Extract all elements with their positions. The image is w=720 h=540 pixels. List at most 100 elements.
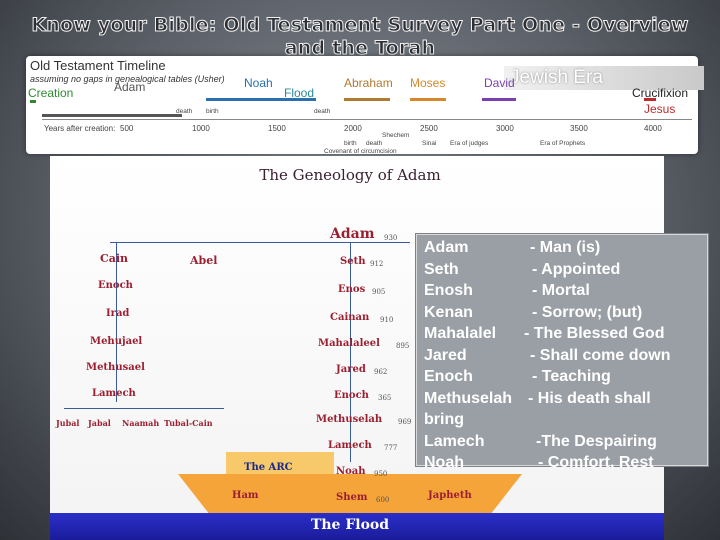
meaning-text: - Shall come down [530, 346, 671, 364]
meaning-text: - Mortal [532, 282, 590, 299]
meaning-row: Jared - Shall come down [424, 345, 670, 367]
meaning-row: Enoch - Teaching [424, 366, 611, 388]
timeline-label-moses: Moses [410, 76, 446, 90]
meaning-row: Seth - Appointed [424, 259, 620, 281]
timeline-label-abraham: Abraham [344, 76, 393, 90]
name-abel: Abel [190, 254, 218, 267]
timeline-year: 1500 [268, 124, 286, 133]
name-jabal: Jabal [88, 418, 111, 428]
meaning-text: - His death shall [528, 389, 651, 407]
lamech-children-connector [64, 408, 224, 409]
meaning-row: Noah - Comfort, Rest [424, 452, 654, 474]
age-enos: 905 [372, 288, 386, 296]
ark-label: The ARC [244, 462, 293, 473]
timeline-year: 3500 [570, 124, 588, 133]
meaning-text: - Appointed [532, 260, 621, 278]
name-mahalaleel: Mahalaleel [318, 338, 380, 349]
name-jared: Jared [336, 364, 366, 375]
meaning-name: Lamech [424, 432, 485, 450]
name-enoch-cain: Enoch [98, 280, 133, 291]
age-enoch: 365 [378, 394, 392, 402]
timeline-note: death [366, 140, 383, 147]
timeline-note: death [176, 108, 193, 115]
meaning-text: - Man (is) [530, 239, 601, 256]
ark-hull [178, 474, 522, 518]
timeline-label-jesus: Jesus [644, 102, 676, 116]
noah-lifespan-bar [206, 98, 316, 101]
name-adam: Adam [330, 226, 375, 242]
jewish-era-banner: Jewish Era [504, 66, 704, 90]
meaning-text: - Sorrow; (but) [532, 303, 643, 321]
seth-line-connector [350, 242, 351, 462]
age-mahalaleel: 895 [396, 342, 410, 350]
name-shem: Shem [336, 492, 368, 503]
jesus-lifespan-bar [644, 98, 656, 101]
timeline-label-noah: Noah [244, 76, 273, 90]
timeline-axis [42, 119, 692, 120]
timeline-year: 2000 [344, 124, 362, 133]
timeline-year: 500 [120, 124, 134, 133]
name-methuselah: Methuselah [316, 414, 383, 425]
timeline-note: birth [344, 140, 357, 147]
genealogy-title: The Geneology of Adam [259, 166, 441, 184]
meaning-name: Noah [424, 454, 464, 471]
timeline-year: 2500 [420, 124, 438, 133]
meaning-row: Methuselah - His death shall [424, 388, 651, 410]
meaning-text: - The Blessed God [524, 325, 665, 342]
meaning-row: Lamech -The Despairing [424, 431, 657, 453]
name-irad: Irad [106, 308, 130, 319]
meaning-name: Enosh [424, 282, 473, 299]
timeline-year: 4000 [644, 124, 662, 133]
timeline-label-flood: Flood [284, 86, 315, 100]
timeline-note: Sinai [422, 140, 437, 147]
name-lamech-cain: Lamech [92, 388, 136, 399]
age-methuselah: 969 [398, 418, 412, 426]
meaning-name: Enoch [424, 368, 473, 385]
name-seth: Seth [340, 256, 366, 267]
name-mehujael: Mehujael [90, 336, 143, 347]
flood-band [50, 513, 664, 540]
adam-lifespan-bar [42, 114, 182, 117]
age-shem: 600 [376, 496, 390, 504]
flood-label: The Flood [310, 517, 390, 533]
david-lifespan-bar [482, 98, 516, 101]
name-enos: Enos [338, 284, 366, 295]
name-lamech: Lamech [328, 440, 372, 451]
name-noah: Noah [336, 466, 366, 477]
age-cainan: 910 [380, 316, 394, 324]
cain-line-connector [116, 242, 117, 402]
meaning-text: -The Despairing [536, 432, 657, 450]
timeline-note: Shechem [382, 132, 410, 139]
name-cainan: Cainan [330, 312, 370, 323]
age-lamech: 777 [384, 444, 398, 452]
age-jared: 962 [374, 368, 388, 376]
name-jubal: Jubal [56, 418, 80, 428]
timeline-year: 1000 [192, 124, 210, 133]
slide-title: Know your Bible: Old Testament Survey Pa… [31, 14, 689, 60]
ark-cabin [226, 452, 334, 474]
meaning-row: Mahalalel - The Blessed God [424, 323, 664, 345]
meaning-text: bring [424, 411, 464, 428]
name-cain: Cain [100, 252, 129, 265]
timeline-panel: Old Testament Timeline assuming no gaps … [26, 56, 704, 155]
timeline-label-adam: Adam [114, 80, 146, 94]
timeline-label-crucifixion: Crucifixion [632, 86, 689, 100]
name-methusael: Methusael [86, 362, 145, 373]
timeline-note: Covenant of circumcision [324, 148, 397, 155]
name-ham: Ham [232, 490, 259, 501]
moses-lifespan-bar [410, 98, 446, 101]
timeline-label-david: David [484, 76, 515, 90]
name-meanings-box: Adam - Man (is) Seth - Appointed Enosh - Mo… [416, 234, 708, 471]
timeline-label-creation: Creation [28, 86, 74, 100]
timeline-axis-label: Years after creation: [44, 124, 116, 133]
timeline-note: Era of Prophets [540, 140, 586, 147]
meaning-row: Adam - Man (is) [424, 237, 600, 259]
timeline-heading: Old Testament Timeline [30, 58, 166, 73]
meaning-name: Adam [424, 239, 469, 256]
creation-marker [30, 100, 36, 103]
meaning-row: Enosh - Mortal [424, 280, 590, 302]
meaning-text: - Comfort, Rest [538, 454, 654, 471]
timeline-subheading: assuming no gaps in genealogical tables … [30, 74, 225, 84]
name-tubal-cain: Tubal-Cain [164, 418, 213, 428]
age-noah: 950 [374, 470, 388, 478]
